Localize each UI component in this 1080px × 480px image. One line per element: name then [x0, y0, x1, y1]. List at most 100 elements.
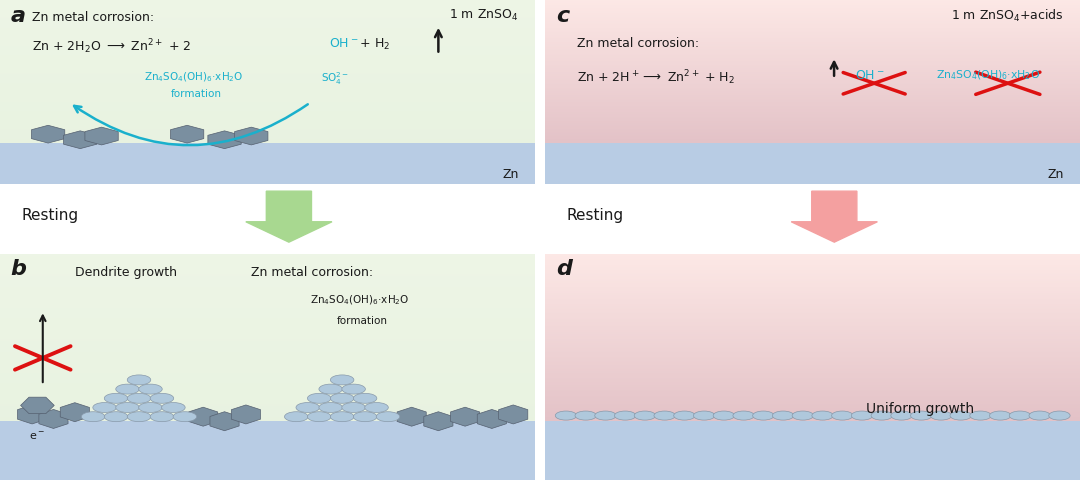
Bar [545, 362, 1080, 364]
Bar [545, 54, 1080, 55]
Bar [545, 395, 1080, 396]
Bar [545, 18, 1080, 19]
Text: Zn metal corrosion:: Zn metal corrosion: [578, 37, 700, 50]
Bar [545, 44, 1080, 46]
Bar [545, 28, 1080, 30]
Bar [0, 52, 535, 54]
Bar [545, 32, 1080, 34]
Bar [0, 337, 535, 340]
Bar [545, 14, 1080, 16]
Bar [545, 340, 1080, 342]
Bar [0, 115, 535, 117]
Bar [545, 76, 1080, 78]
Bar [0, 138, 535, 141]
Bar [545, 56, 1080, 58]
Circle shape [1029, 411, 1051, 420]
Bar [0, 120, 535, 122]
Bar [0, 130, 535, 132]
Bar [545, 130, 1080, 131]
Polygon shape [31, 126, 65, 144]
Bar [545, 117, 1080, 119]
Bar [545, 122, 1080, 124]
Bar [545, 21, 1080, 23]
Bar [0, 377, 535, 380]
Bar [545, 372, 1080, 374]
Bar [0, 43, 535, 45]
Bar [545, 24, 1080, 25]
Circle shape [342, 403, 365, 413]
Circle shape [713, 411, 734, 420]
Bar [0, 325, 535, 327]
Bar [0, 128, 535, 130]
Bar [545, 59, 1080, 60]
Circle shape [127, 412, 151, 422]
Bar [545, 11, 1080, 12]
Bar [545, 126, 1080, 127]
Bar [0, 39, 535, 41]
Polygon shape [231, 405, 260, 424]
Bar [0, 30, 535, 33]
Bar [545, 138, 1080, 139]
Text: Zn$_4$SO$_4$(OH)$_6$·xH$_2$O: Zn$_4$SO$_4$(OH)$_6$·xH$_2$O [145, 70, 244, 84]
Bar [545, 61, 1080, 62]
Polygon shape [64, 132, 97, 149]
Bar [0, 122, 535, 124]
Bar [545, 26, 1080, 28]
Bar [0, 106, 535, 108]
Circle shape [376, 412, 400, 422]
Bar [0, 316, 535, 319]
Bar [545, 19, 1080, 21]
Circle shape [575, 411, 596, 420]
Bar [545, 337, 1080, 339]
Bar [545, 67, 1080, 69]
Text: Resting: Resting [567, 207, 624, 222]
Bar [0, 83, 535, 84]
Bar [0, 354, 535, 357]
Bar [0, 28, 535, 31]
Bar [545, 73, 1080, 74]
Text: Zn + 2H$_2$O $\longrightarrow$ Zn$^{2+}$ + 2: Zn + 2H$_2$O $\longrightarrow$ Zn$^{2+}$… [32, 37, 191, 56]
Bar [545, 38, 1080, 40]
Bar [545, 420, 1080, 421]
Bar [545, 357, 1080, 359]
Bar [545, 265, 1080, 267]
Bar [0, 264, 535, 267]
Polygon shape [39, 409, 68, 429]
Bar [545, 299, 1080, 300]
Text: Zn$_4$SO$_4$(OH)$_6$·xH$_2$O: Zn$_4$SO$_4$(OH)$_6$·xH$_2$O [935, 68, 1040, 82]
Text: c: c [556, 6, 569, 25]
Bar [0, 350, 535, 352]
Bar [545, 400, 1080, 402]
Bar [545, 319, 1080, 321]
Bar [545, 262, 1080, 264]
Bar [0, 59, 535, 61]
Bar [545, 62, 1080, 64]
Bar [0, 417, 535, 419]
Bar [545, 322, 1080, 324]
Bar [545, 83, 1080, 84]
Bar [0, 108, 535, 110]
Bar [0, 258, 535, 261]
Bar [545, 410, 1080, 412]
Bar [545, 66, 1080, 67]
Circle shape [910, 411, 932, 420]
Circle shape [127, 375, 151, 385]
Circle shape [138, 403, 162, 413]
Bar [0, 72, 535, 74]
Text: formation: formation [171, 89, 222, 99]
Bar [0, 314, 535, 317]
Bar [0, 102, 535, 105]
Bar [545, 69, 1080, 71]
Bar [545, 368, 1080, 370]
Bar [0, 306, 535, 309]
Bar [0, 93, 535, 96]
Bar [545, 255, 1080, 257]
Circle shape [891, 411, 913, 420]
Bar [0, 88, 535, 90]
Bar [545, 104, 1080, 106]
Bar [0, 109, 535, 112]
Circle shape [319, 384, 342, 394]
Circle shape [319, 403, 342, 413]
Bar [0, 396, 535, 398]
Bar [545, 272, 1080, 274]
